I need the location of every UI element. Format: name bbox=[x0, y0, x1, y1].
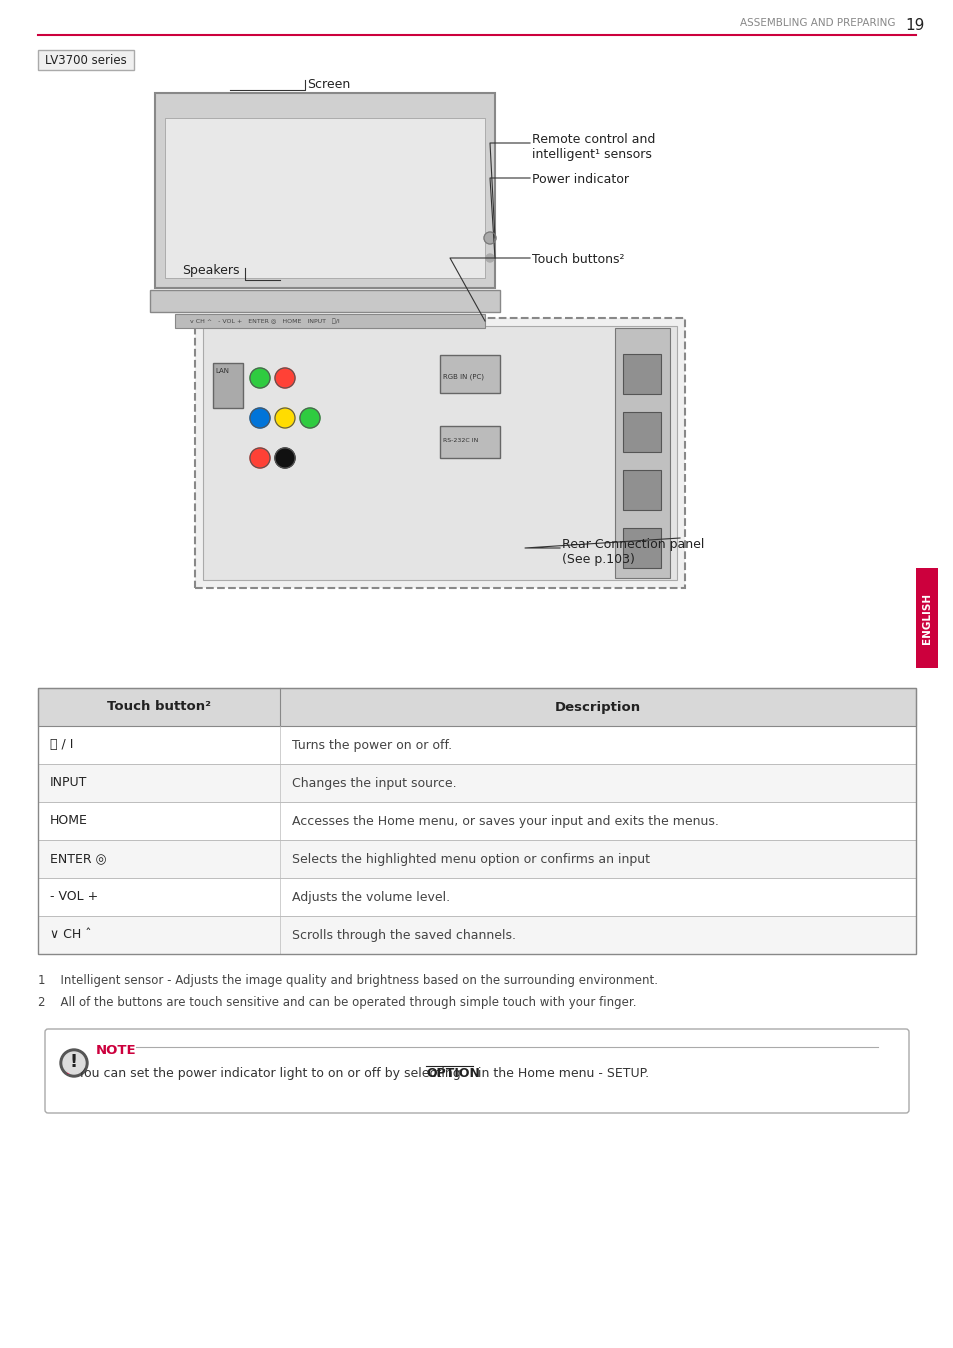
Bar bbox=[38, 802, 915, 840]
Bar bbox=[615, 328, 669, 578]
Bar bbox=[203, 326, 677, 580]
Bar bbox=[194, 318, 684, 588]
Text: Speakers: Speakers bbox=[182, 264, 239, 276]
Bar bbox=[38, 917, 915, 954]
Circle shape bbox=[250, 448, 270, 468]
Text: You can set the power indicator light to on or off by selecting: You can set the power indicator light to… bbox=[78, 1068, 464, 1080]
Bar bbox=[174, 314, 484, 328]
Circle shape bbox=[63, 1051, 85, 1074]
Text: Changes the input source.: Changes the input source. bbox=[292, 776, 456, 790]
Bar bbox=[622, 355, 660, 394]
Text: LV3700 series: LV3700 series bbox=[45, 54, 127, 66]
Text: Rear Connection panel
(See p.103): Rear Connection panel (See p.103) bbox=[561, 538, 703, 566]
Bar bbox=[38, 687, 915, 954]
Bar bbox=[439, 355, 499, 394]
Bar bbox=[213, 363, 243, 408]
Bar bbox=[38, 727, 915, 764]
Circle shape bbox=[299, 408, 319, 429]
Bar bbox=[38, 878, 915, 917]
Bar bbox=[622, 470, 660, 510]
Text: LAN: LAN bbox=[214, 368, 229, 373]
Bar bbox=[622, 528, 660, 568]
Bar bbox=[305, 330, 345, 360]
Text: INPUT: INPUT bbox=[50, 776, 88, 790]
Text: NOTE: NOTE bbox=[96, 1043, 136, 1057]
Text: Screen: Screen bbox=[307, 78, 350, 92]
Text: v CH ^   - VOL +   ENTER ◎   HOME   INPUT   ⏻/I: v CH ^ - VOL + ENTER ◎ HOME INPUT ⏻/I bbox=[190, 318, 339, 324]
Text: ⏻ / I: ⏻ / I bbox=[50, 739, 73, 751]
Text: ENGLISH: ENGLISH bbox=[921, 592, 931, 643]
Text: RGB IN (PC): RGB IN (PC) bbox=[442, 373, 483, 380]
Text: ∨ CH ˆ: ∨ CH ˆ bbox=[50, 929, 91, 941]
Bar bbox=[38, 687, 915, 727]
Circle shape bbox=[485, 253, 494, 262]
Bar bbox=[150, 290, 499, 311]
Text: Selects the highlighted menu option or confirms an input: Selects the highlighted menu option or c… bbox=[292, 852, 649, 865]
Bar bbox=[38, 840, 915, 878]
Bar bbox=[254, 360, 395, 369]
Text: - VOL +: - VOL + bbox=[50, 891, 98, 903]
Text: Touch button²: Touch button² bbox=[107, 701, 211, 713]
Text: Touch buttons²: Touch buttons² bbox=[532, 253, 624, 266]
Text: RS-232C IN: RS-232C IN bbox=[442, 438, 477, 443]
Circle shape bbox=[250, 368, 270, 388]
Text: 19: 19 bbox=[904, 18, 923, 32]
Text: Adjusts the volume level.: Adjusts the volume level. bbox=[292, 891, 450, 903]
Text: Accesses the Home menu, or saves your input and exits the menus.: Accesses the Home menu, or saves your in… bbox=[292, 814, 719, 828]
Text: 1    Intelligent sensor - Adjusts the image quality and brightness based on the : 1 Intelligent sensor - Adjusts the image… bbox=[38, 975, 658, 987]
Bar bbox=[439, 426, 499, 458]
Bar bbox=[38, 764, 915, 802]
Text: Power indicator: Power indicator bbox=[532, 173, 628, 186]
Bar bbox=[154, 93, 495, 288]
Bar bbox=[622, 412, 660, 452]
Circle shape bbox=[274, 368, 294, 388]
Circle shape bbox=[483, 232, 496, 244]
Bar bbox=[915, 568, 937, 669]
Text: 2    All of the buttons are touch sensitive and can be operated through simple t: 2 All of the buttons are touch sensitive… bbox=[38, 996, 636, 1010]
Text: Turns the power on or off.: Turns the power on or off. bbox=[292, 739, 452, 751]
Text: Remote control and
intelligent¹ sensors: Remote control and intelligent¹ sensors bbox=[532, 133, 655, 160]
FancyBboxPatch shape bbox=[45, 1029, 908, 1113]
Circle shape bbox=[250, 408, 270, 429]
Text: OPTION: OPTION bbox=[426, 1068, 479, 1080]
Circle shape bbox=[274, 408, 294, 429]
Text: ENTER ◎: ENTER ◎ bbox=[50, 852, 107, 865]
Circle shape bbox=[274, 448, 294, 468]
Circle shape bbox=[60, 1049, 88, 1077]
Text: in the Home menu - SETUP.: in the Home menu - SETUP. bbox=[474, 1068, 648, 1080]
Bar bbox=[38, 50, 133, 70]
Text: Description: Description bbox=[555, 701, 640, 713]
Bar bbox=[165, 119, 484, 278]
Text: HOME: HOME bbox=[50, 814, 88, 828]
Text: !: ! bbox=[70, 1053, 78, 1072]
Text: •: • bbox=[64, 1068, 71, 1080]
Text: Scrolls through the saved channels.: Scrolls through the saved channels. bbox=[292, 929, 516, 941]
Text: ASSEMBLING AND PREPARING: ASSEMBLING AND PREPARING bbox=[740, 18, 895, 28]
